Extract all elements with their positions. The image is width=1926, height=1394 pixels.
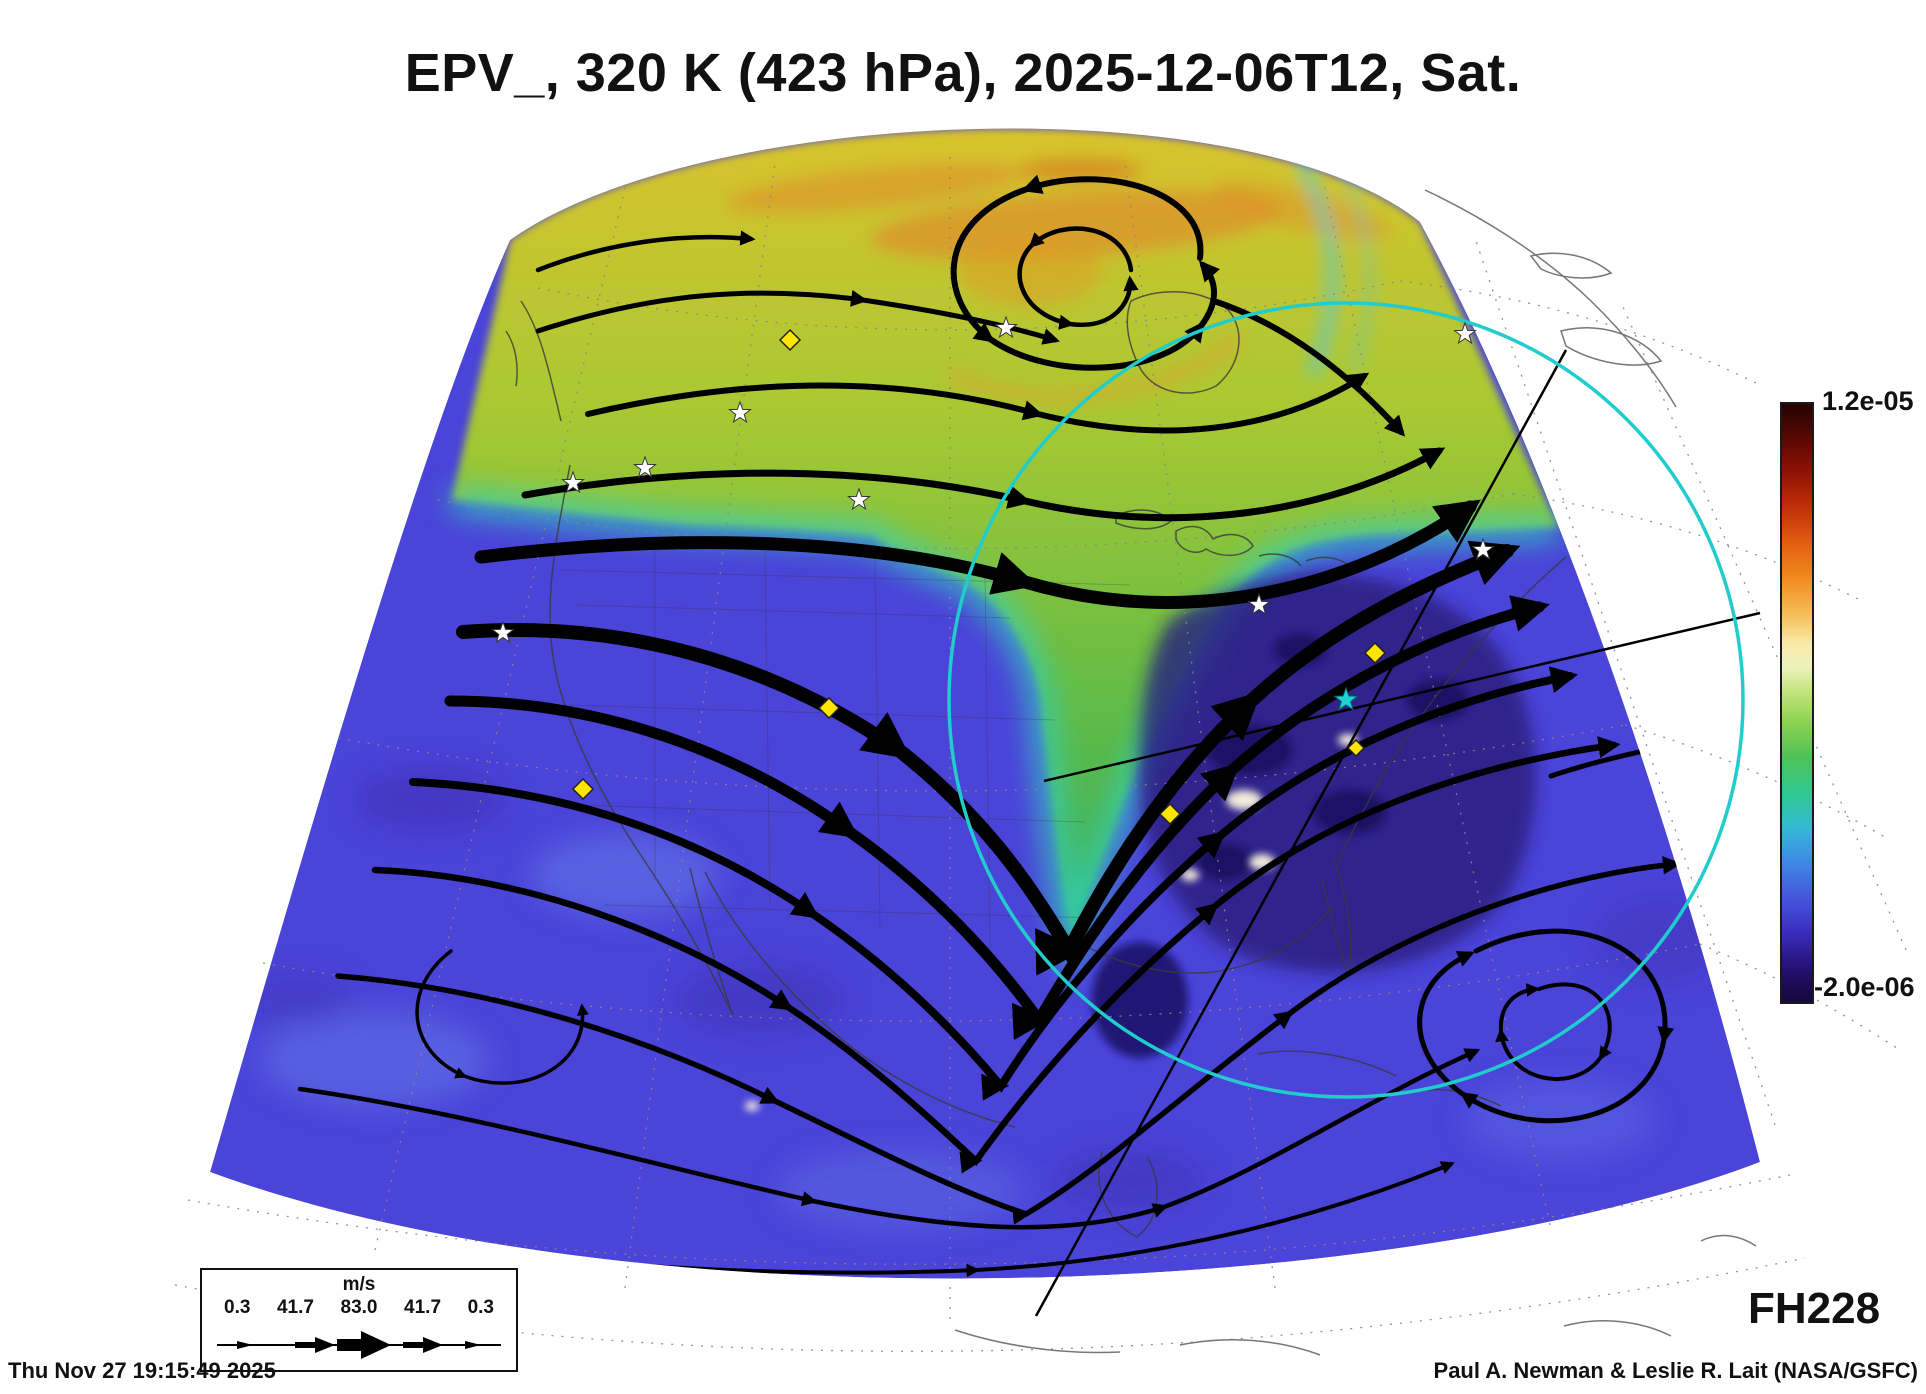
epv-field (210, 128, 1760, 1279)
colorbar-min-label: -2.0e-06 (1814, 972, 1915, 1002)
colorbar (1780, 402, 1814, 1004)
wind-speed-legend: m/s 0.3 41.7 83.0 41.7 0.3 (200, 1268, 518, 1372)
footer-timestamp: Thu Nov 27 19:15:49 2025 (8, 1358, 276, 1383)
colorbar-max-label: 1.2e-05 (1822, 386, 1914, 416)
footer-credit: Paul A. Newman & Leslie R. Lait (NASA/GS… (1433, 1358, 1918, 1383)
wind-legend-value: 41.7 (404, 1297, 442, 1318)
reference-circle (947, 301, 1745, 1099)
wind-legend-values: 0.3 41.7 83.0 41.7 0.3 (202, 1297, 516, 1319)
wind-legend-value: 83.0 (340, 1297, 378, 1318)
wind-legend-units: m/s (342, 1274, 376, 1295)
wind-legend-value: 0.3 (224, 1297, 251, 1318)
station-markers (491, 315, 1495, 826)
page-title: EPV_, 320 K (423 hPa), 2025-12-06T12, Sa… (404, 43, 1522, 103)
star-marker-icon (491, 315, 1495, 644)
wind-legend-value: 41.7 (276, 1297, 314, 1318)
wind-streamlines (297, 174, 1760, 1278)
cross-section-lines (1034, 349, 1761, 1317)
wind-scale-arrows-icon (217, 1331, 501, 1359)
outer-coastlines (954, 189, 1757, 1356)
forecast-hour-label: FH228 (1748, 1284, 1881, 1333)
diamond-marker-icon (571, 328, 1387, 826)
wind-legend-value: 0.3 (467, 1297, 494, 1318)
cyan-star-marker-icon (1333, 686, 1359, 711)
